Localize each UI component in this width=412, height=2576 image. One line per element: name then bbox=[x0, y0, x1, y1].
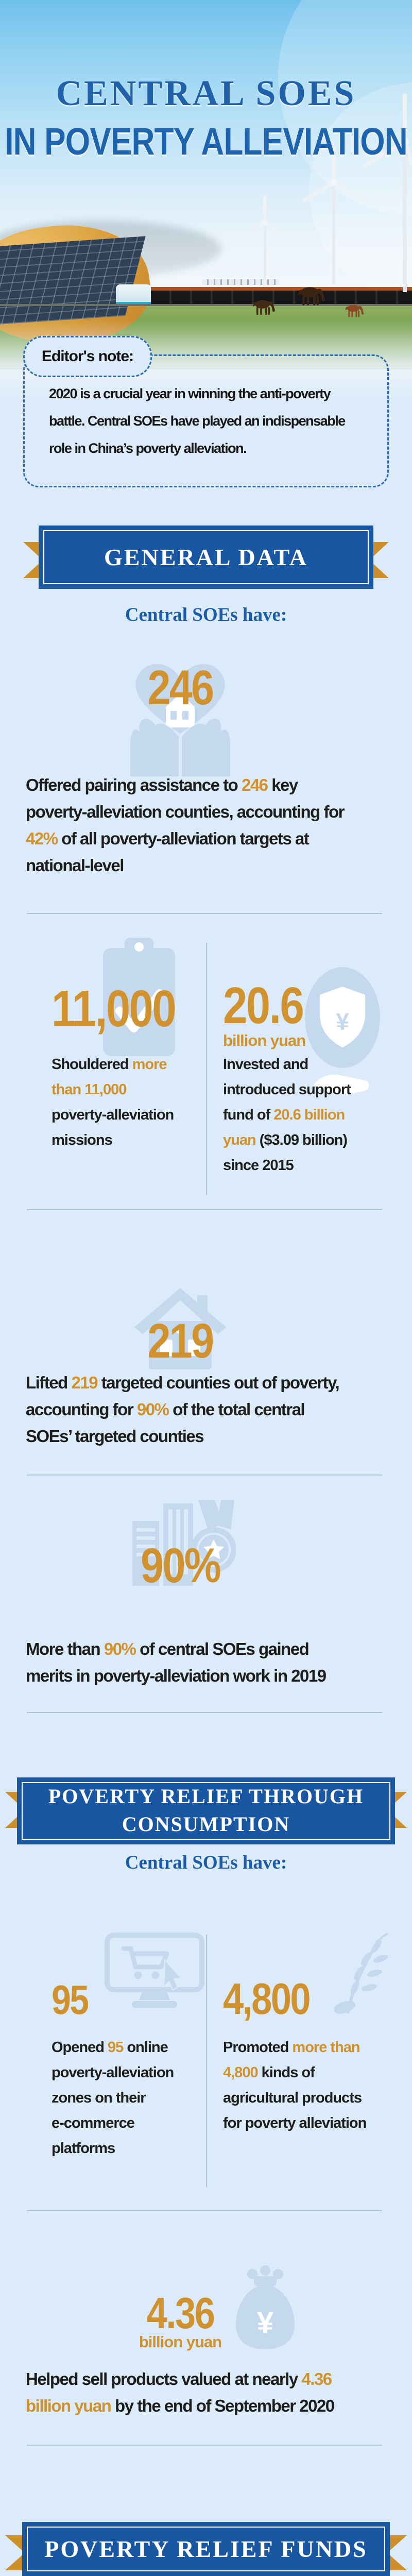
hands-heart-house-icon bbox=[130, 664, 230, 776]
horse-icon bbox=[253, 300, 275, 315]
solar-array-row bbox=[202, 279, 279, 285]
buildings-medal-icon bbox=[132, 1500, 236, 1586]
stat-95: 95 bbox=[52, 1977, 89, 2023]
divider bbox=[27, 913, 382, 914]
central-soes-have-label: Central SOEs have: bbox=[125, 1852, 287, 1873]
divider bbox=[27, 2210, 382, 2211]
train-track bbox=[0, 304, 412, 306]
train-locomotive bbox=[116, 284, 152, 305]
stat-4-36: 4.36 bbox=[146, 2289, 215, 2338]
stat-219: 219 bbox=[147, 1314, 214, 1368]
horse-icon bbox=[298, 287, 325, 306]
stat-90pct: 90% bbox=[141, 1538, 221, 1593]
shield-yuan-icon: ¥ bbox=[305, 967, 380, 1094]
wind-turbine-icon bbox=[364, 93, 412, 292]
page-title-line2: IN POVERTY ALLEVIATION bbox=[5, 120, 407, 163]
house-icon bbox=[134, 1288, 226, 1369]
svg-text:¥: ¥ bbox=[336, 1008, 349, 1035]
hero-photo: CENTRAL SOES IN POVERTY ALLEVIATION bbox=[0, 0, 412, 399]
stat-4-36-unit: billion yuan bbox=[139, 2333, 222, 2351]
stat-20-6-unit: billion yuan bbox=[223, 1031, 306, 1049]
stat-4800-text: Promoted more than 4,800 kinds of agricult… bbox=[223, 2039, 367, 2131]
money-bag-icon: ¥ bbox=[236, 2265, 295, 2349]
editor-note-label: Editor's note: bbox=[23, 336, 152, 377]
wind-turbine-icon bbox=[241, 195, 288, 279]
divider bbox=[27, 1712, 382, 1713]
funds-banner-title: POVERTY RELIEF FUNDS bbox=[44, 2536, 368, 2562]
horse-icon bbox=[345, 304, 364, 317]
wind-turbine-icon bbox=[302, 145, 366, 284]
stat-4800: 4,800 bbox=[223, 1975, 311, 2024]
page-title-line1: CENTRAL SOES bbox=[56, 74, 356, 113]
wind-turbines-and-horses bbox=[241, 93, 412, 317]
stat-95-text: Opened 95 online poverty-alleviation zones… bbox=[52, 2039, 174, 2157]
editor-note-text: 2020 is a crucial year in winning the an… bbox=[49, 386, 346, 456]
stat-246: 246 bbox=[147, 660, 214, 715]
funds-banner bbox=[22, 2522, 390, 2576]
editor-note-box bbox=[23, 354, 389, 487]
svg-text:¥: ¥ bbox=[257, 2306, 273, 2340]
stat-20-6: 20.6 bbox=[223, 977, 304, 1035]
column-divider bbox=[206, 1935, 207, 2187]
stat-11000-text: Shouldered more than 11,000 poverty-allevi… bbox=[52, 1056, 174, 1148]
central-soes-have-label: Central SOEs have: bbox=[125, 604, 287, 625]
stat-20-6-text: Invested and introduced support fund of 20… bbox=[223, 1056, 351, 1174]
stat-11000: 11,000 bbox=[52, 980, 177, 1038]
wheat-icon bbox=[333, 1932, 389, 2014]
consumption-banner bbox=[17, 1777, 395, 1844]
stat-246-text: Offered pairing assistance to 246 key pov… bbox=[26, 775, 345, 875]
stat-219-text: Lifted 219 targeted counties out of pove… bbox=[26, 1373, 340, 1446]
monitor-cart-icon bbox=[105, 1933, 204, 2008]
general-data-banner-title: GENERAL DATA bbox=[104, 544, 308, 570]
general-data-banner bbox=[39, 526, 373, 589]
divider bbox=[27, 1475, 382, 1476]
consumption-banner-title: POVERTY RELIEF THROUGH CONSUMPTION bbox=[48, 1785, 364, 1836]
train-cars bbox=[151, 287, 412, 306]
divider bbox=[27, 2445, 382, 2446]
stat-4-36-text: Helped sell products valued at nearly 4.… bbox=[26, 2369, 335, 2415]
column-divider bbox=[206, 943, 207, 1195]
stat-90pct-text: More than 90% of central SOEs gained meri… bbox=[26, 1639, 327, 1685]
clipboard-check-icon bbox=[103, 938, 175, 1056]
divider bbox=[27, 1209, 382, 1210]
